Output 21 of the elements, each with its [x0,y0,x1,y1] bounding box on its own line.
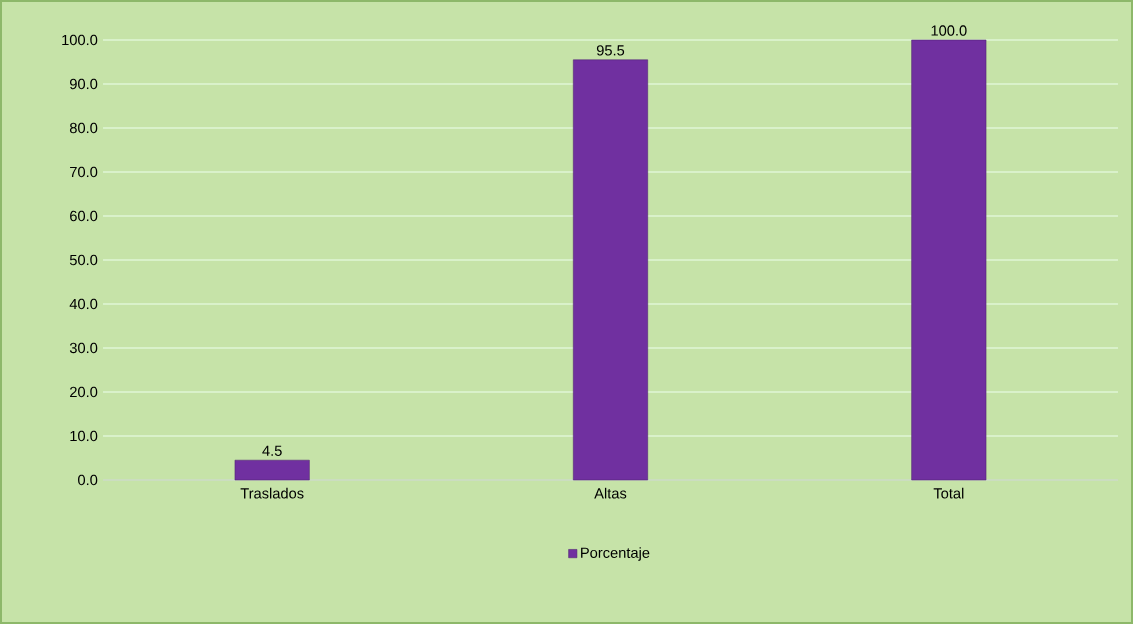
y-tick-label: 60.0 [70,210,98,222]
bar [234,459,310,481]
text: 100.0 [931,25,967,36]
y-tick-label: 10.0 [70,430,98,442]
legend-label: Porcentaje [581,547,650,561]
text: 4.5 [262,445,282,456]
bar [573,59,648,481]
x-tick-label: Altas [594,487,627,499]
bar [911,39,987,481]
y-tick-label: 50.0 [69,254,98,266]
y-tick-label: 100.0 [62,34,98,46]
x-tick-label: Total [933,487,964,499]
text: 95.5 [596,45,625,56]
y-tick-label: 70.0 [70,166,98,178]
y-tick-label: 30.0 [69,342,98,354]
y-tick-label: 80.0 [69,122,98,134]
y-tick-label: 40.0 [69,298,98,310]
y-tick-label: 0.0 [78,474,98,486]
y-tick-label: 20.0 [70,386,98,398]
y-tick-label: 90.0 [70,78,98,90]
x-tick-label: Traslados [240,487,304,499]
